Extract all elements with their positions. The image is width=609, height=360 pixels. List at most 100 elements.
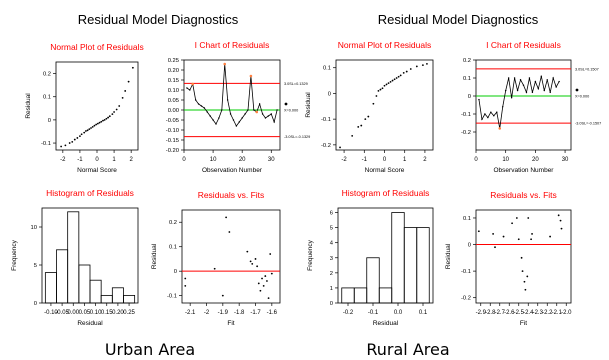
rural-ichart-ucl-label: 3.0SL=0.1507 — [575, 67, 599, 71]
rural-ichart-point — [525, 91, 528, 94]
urban-normal-point — [131, 66, 134, 69]
urban-histogram-xtick-label: 0.00 — [67, 310, 79, 316]
rural-normal-point — [339, 146, 341, 149]
rural-normal-point — [360, 124, 363, 127]
rural-histogram-ytick-label: 6 — [330, 211, 333, 217]
urban-histogram-bar — [89, 279, 102, 304]
urban-normal-point — [84, 130, 87, 132]
rural-resid-fits-title: Residuals vs. Fits — [490, 190, 557, 200]
rural-ichart-point — [534, 80, 537, 83]
rural-resid-fits-xtick-label: -2.4 — [523, 310, 534, 316]
rural-normal-point — [383, 84, 386, 87]
urban-resid-fits-xtick-label: -1.6 — [267, 310, 278, 316]
urban-resid-fits-xtick-label: -2 — [204, 310, 210, 316]
rural-resid-fits-xtick-label: -2.6 — [504, 310, 515, 316]
urban-normal-point — [86, 129, 89, 132]
urban-normal-point — [60, 145, 63, 148]
rural-resid-fits-point — [531, 233, 533, 235]
urban-ichart-point — [261, 113, 264, 115]
rural-ichart-point — [528, 77, 531, 79]
rural-normal-xlabel: Normal Score — [365, 167, 405, 174]
rural-histogram-xtick-label: 0.0 — [394, 310, 403, 316]
rural-resid-fits-xtick-label: -2.1 — [552, 310, 563, 316]
urban-ichart-point — [276, 109, 278, 111]
urban-ichart-point — [232, 119, 235, 121]
urban-normal-point — [124, 90, 127, 92]
rural-resid-fits-frame — [475, 209, 572, 304]
rural-normal-xtick-label: 2 — [423, 157, 427, 163]
rural-normal-point — [379, 88, 382, 91]
urban-ichart-point — [253, 109, 255, 111]
rural-resid-fits-point — [517, 238, 520, 241]
urban-normal-point — [73, 138, 76, 141]
rural-resid-fits-ytick-label: 0.1 — [463, 216, 471, 222]
urban-ichart-xtick-label: 0 — [182, 157, 186, 163]
rural-normal-point — [387, 82, 390, 85]
urban-resid-fits-ytick-label: -0.1 — [167, 294, 177, 300]
rural-resid-fits-point — [502, 235, 505, 238]
rural-ichart-point — [502, 106, 504, 108]
urban-resid-fits-point — [221, 294, 224, 297]
urban-ichart-point — [189, 89, 191, 91]
rural-normal-xtick-label: -2 — [341, 157, 347, 163]
urban-ichart-point — [244, 113, 246, 115]
urban-ichart-point — [218, 117, 220, 119]
urban-histogram-xtick-label: 0.20 — [112, 310, 124, 316]
urban-histogram-chart: Histogram of Residuals -0.10-0.050.00 0.05… — [11, 188, 139, 327]
urban-histogram-xtick-label: 0.05 — [79, 310, 91, 316]
rural-normal-xtick-label: 1 — [403, 157, 407, 163]
urban-resid-fits-point — [225, 216, 228, 219]
urban-ichart-point — [247, 109, 249, 111]
urban-normal-point — [103, 118, 106, 121]
rural-ichart-point — [516, 89, 519, 92]
rural-resid-fits-ylabel: Residual — [445, 243, 452, 269]
urban-resid-fits-xtick-label: -1.7 — [250, 310, 261, 316]
rural-normal-frame — [335, 59, 434, 151]
rural-ichart-ytick-label: 0.2 — [463, 58, 471, 64]
urban-ichart-point — [229, 113, 232, 115]
urban-ichart-ytick-label: 0.05 — [168, 98, 179, 104]
rural-resid-fits-point — [477, 230, 480, 233]
rural-resid-fits-point — [557, 214, 560, 217]
rural-normal-point — [381, 87, 384, 90]
urban-normal-ytick-label: 0.1 — [43, 95, 51, 101]
urban-normal-point — [98, 121, 101, 124]
urban-ichart-point — [212, 119, 214, 121]
rural-resid-fits-point — [549, 235, 551, 238]
urban-normal-point — [64, 144, 67, 147]
urban-histogram-title: Histogram of Residuals — [46, 188, 134, 198]
urban-normal-point — [96, 122, 99, 125]
rural-histogram-bar — [378, 287, 393, 304]
rural-histogram-bar — [366, 257, 380, 304]
urban-histogram-bar — [111, 287, 124, 304]
rural-normal-point — [409, 68, 412, 70]
rural-normal-point — [351, 134, 354, 137]
urban-resid-fits-point — [184, 277, 187, 280]
rural-normal-xtick-label: -1 — [362, 157, 368, 163]
rural-ichart-point — [493, 115, 495, 117]
rural-ichart-point — [510, 97, 513, 99]
urban-resid-fits-point — [251, 262, 254, 265]
rural-histogram-xtick-label: -0.1 — [368, 310, 379, 316]
rural-ichart-xtick-label: 10 — [502, 157, 509, 163]
urban-ichart-ytick-label: 0.15 — [168, 78, 179, 84]
urban-ichart-point — [267, 115, 270, 117]
urban-histogram-ytick-label: 0 — [34, 301, 37, 307]
rural-normal-point — [395, 77, 398, 79]
urban-resid-fits-point — [259, 289, 262, 292]
urban-normal-point — [111, 113, 114, 116]
urban-ichart-point — [209, 115, 211, 117]
rural-ichart-point — [549, 91, 551, 94]
urban-histogram-xtick-label: -0.05 — [55, 310, 69, 316]
rural-ichart-xtick-label: 20 — [532, 157, 539, 163]
rural-ichart-xtick-label: 30 — [562, 157, 569, 163]
rural-normal-point — [385, 83, 388, 86]
rural-normal-point — [389, 80, 392, 83]
rural-resid-fits-point — [527, 217, 530, 219]
rural-resid-fits-xtick-label: -2.9 — [476, 310, 487, 316]
urban-resid-fits-ytick-label: 0.2 — [169, 220, 177, 226]
urban-resid-fits-point — [254, 258, 257, 260]
urban-ichart-chart: I Chart of Residuals 0 10 20 30 -0.20 -0.15 -0.… — [166, 40, 311, 174]
urban-resid-fits-point — [266, 280, 268, 282]
